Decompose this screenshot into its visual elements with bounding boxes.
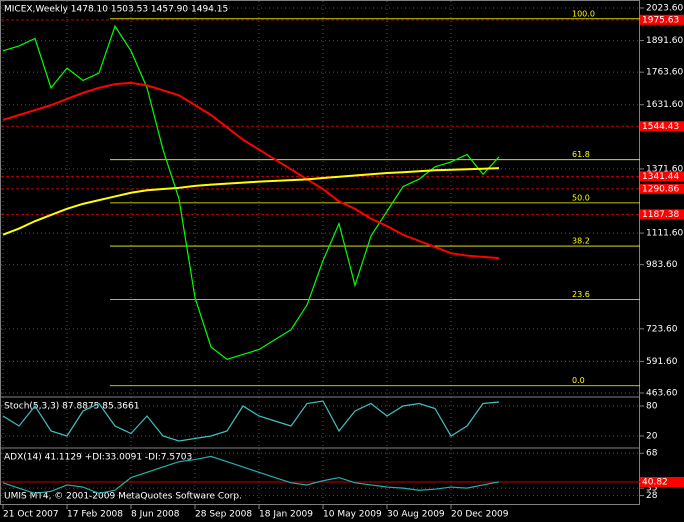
series-line: [2, 455, 500, 495]
x-tick-label: 30 Aug 2009: [387, 510, 445, 520]
series-line: [2, 24, 500, 361]
level-label-bg: [640, 476, 684, 487]
x-tick-label: 21 Oct 2007: [3, 510, 59, 520]
y-tick-label: 983.60: [646, 260, 678, 270]
x-tick-label: 10 May 2009: [323, 510, 382, 520]
level-label-bg: [640, 183, 684, 194]
y-tick-label: 1763.60: [646, 68, 683, 78]
indicator-title: Stoch(5,3,3) 87.8875 85.3661: [4, 402, 139, 412]
fib-label: 61.8: [572, 150, 590, 159]
fib-label: 0.0: [572, 376, 585, 385]
y-tick-label: 68: [646, 449, 658, 459]
indicator-title: ADX(14) 41.1129 +DI:33.0091 -DI:7.5703: [4, 453, 192, 463]
x-tick-label: 28 Sep 2008: [195, 510, 252, 520]
fib-label: 23.6: [572, 290, 590, 299]
y-tick-label: 463.60: [646, 389, 678, 399]
series-line: [2, 400, 500, 442]
x-tick-label: 18 Jan 2009: [259, 510, 313, 520]
level-label: 1975.63: [642, 15, 679, 25]
level-label: 1187.38: [642, 210, 679, 220]
y-tick-label: 80: [646, 402, 658, 412]
x-tick-label: 17 Feb 2008: [67, 510, 123, 520]
level-label: 1341.44: [642, 172, 679, 182]
x-tick-label: 8 Jun 2008: [131, 510, 180, 520]
level-label: 40.82: [642, 477, 668, 487]
fib-label: 100.0: [572, 9, 595, 18]
chart-title: MICEX,Weekly 1478.10 1503.53 1457.90 149…: [4, 5, 228, 15]
y-tick-label: 2023.60: [646, 4, 683, 14]
level-label: 1544.43: [642, 122, 679, 132]
level-label-bg: [640, 14, 684, 25]
y-tick-label: 28: [646, 491, 658, 501]
y-tick-label: 1891.60: [646, 36, 683, 46]
series-line: [2, 167, 500, 236]
y-tick-label: 1111.60: [646, 229, 683, 239]
level-label-bg: [640, 121, 684, 132]
y-tick-label: 723.60: [646, 324, 678, 334]
level-label: 1290.86: [642, 184, 679, 194]
chart-frame: [0, 0, 640, 505]
fib-label: 50.0: [572, 193, 590, 202]
y-tick-label: 591.60: [646, 357, 678, 367]
fib-label: 38.2: [572, 237, 590, 246]
x-tick-label: 20 Dec 2009: [451, 510, 509, 520]
level-label-bg: [640, 209, 684, 220]
y-tick-label: 35: [646, 484, 657, 494]
copyright: UMIS MT4, © 2001-2009 MetaQuotes Softwar…: [4, 492, 242, 502]
series-line: [2, 81, 500, 260]
level-label-bg: [640, 171, 684, 182]
y-tick-label: 1631.60: [646, 100, 683, 110]
y-tick-label: 1371.60: [646, 164, 683, 174]
y-tick-label: 20: [646, 432, 658, 442]
